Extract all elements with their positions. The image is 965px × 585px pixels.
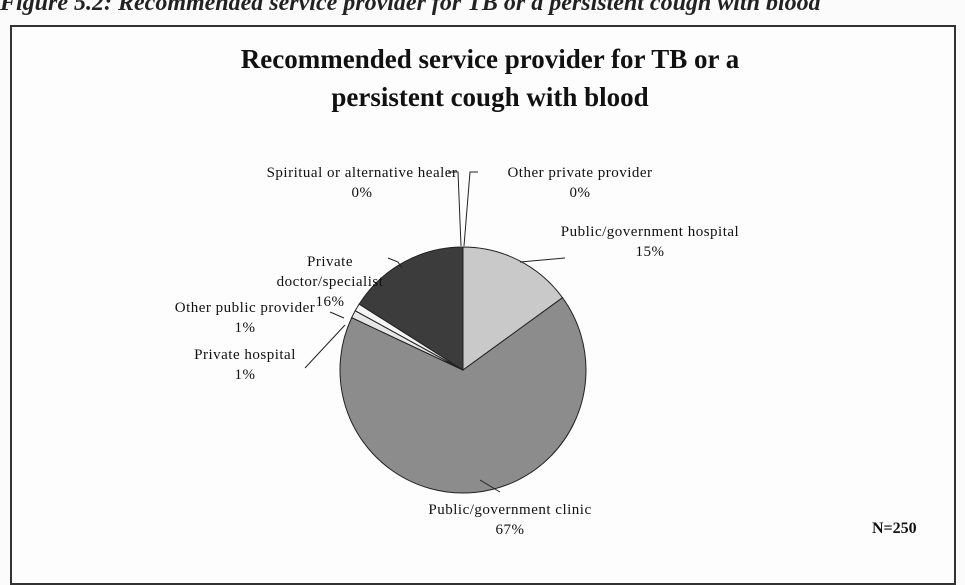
- sample-size: N=250: [872, 520, 917, 537]
- pie-slice: [462, 246, 564, 371]
- value-label: 0%: [569, 185, 591, 201]
- value-label: 1%: [234, 367, 256, 383]
- category-name: Public/government clinic: [428, 502, 592, 518]
- slice-label: Other public provider 1%: [145, 298, 345, 338]
- value-label: 15%: [635, 244, 665, 260]
- leader-line: [463, 171, 478, 247]
- leader-line: [304, 324, 346, 369]
- slice-label: Private doctor/specialist 16%: [265, 252, 395, 312]
- value-label: 16%: [315, 294, 345, 310]
- value-label: 1%: [234, 320, 256, 336]
- chart-title: Recommended service provider for TB or a…: [240, 44, 740, 112]
- slice-label: Public/government clinic 67%: [425, 500, 595, 540]
- pie-slice: [358, 246, 464, 371]
- category-name: Private hospital: [194, 347, 296, 363]
- leader-line: [479, 479, 501, 493]
- category-name: Private doctor/specialist: [276, 254, 384, 290]
- leader-lines: [304, 171, 566, 493]
- pie-slice: [339, 297, 587, 494]
- slice-label: Private hospital 1%: [155, 345, 335, 385]
- value-label: 67%: [495, 522, 525, 538]
- category-name: Other public provider: [174, 300, 316, 316]
- leader-line: [448, 171, 462, 247]
- value-label: 0%: [351, 185, 373, 201]
- leader-line: [387, 257, 403, 269]
- category-name: Spiritual or alternative healer: [266, 165, 458, 181]
- slice-label: Other private provider 0%: [480, 163, 680, 203]
- category-name: Public/government hospital: [560, 224, 740, 240]
- slice-label: Public/government hospital 15%: [560, 222, 740, 262]
- figure-caption: Figure 5.2: Recommended service provider…: [0, 0, 821, 16]
- leader-line: [329, 311, 345, 319]
- category-name: Other private provider: [507, 165, 653, 181]
- slice-label: Spiritual or alternative healer 0%: [262, 163, 462, 203]
- chart: [304, 171, 587, 494]
- leader-line: [519, 257, 566, 263]
